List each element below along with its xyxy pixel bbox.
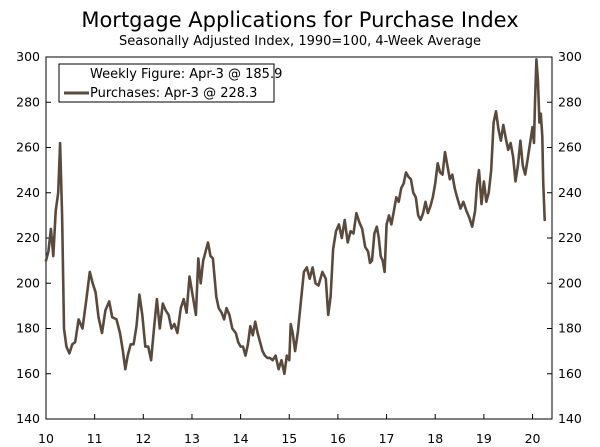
x-tick-label: 13 [184, 431, 200, 446]
y-tick-label-right: 260 [558, 140, 582, 155]
y-tick-label-right: 220 [558, 230, 582, 245]
y-tick-label-right: 160 [558, 366, 582, 381]
y-tick-label-right: 180 [558, 321, 582, 336]
legend-purchases-label: Purchases: Apr-3 @ 228.3 [90, 86, 257, 101]
x-tick-label: 10 [38, 431, 54, 446]
y-axis-left: 140 160 180 200 220 240 260 280 300 [16, 49, 51, 426]
plot-area-frame [45, 56, 553, 420]
y-tick-label-right: 280 [558, 94, 582, 109]
y-tick-label-right: 300 [558, 49, 582, 64]
y-tick-label-right: 200 [558, 275, 582, 290]
series-line-purchases [44, 58, 546, 376]
y-tick-label-left: 240 [16, 185, 40, 200]
x-tick-label: 19 [476, 431, 492, 446]
legend-weekly-label: Weekly Figure: Apr-3 @ 185.9 [90, 67, 282, 82]
y-tick-label-left: 220 [16, 230, 40, 245]
legend: Weekly Figure: Apr-3 @ 185.9 Purchases: … [58, 63, 282, 103]
chart-title: Mortgage Applications for Purchase Index [81, 8, 518, 32]
x-tick-label: 18 [427, 431, 443, 446]
y-tick-label-left: 160 [16, 366, 40, 381]
y-axis-right: 140 160 180 200 220 240 260 280 300 [547, 49, 582, 426]
x-tick-label: 14 [233, 431, 249, 446]
x-tick-label: 11 [87, 431, 103, 446]
y-tick-label-left: 200 [16, 275, 40, 290]
y-tick-label-right: 140 [558, 411, 582, 426]
y-tick-label-left: 260 [16, 140, 40, 155]
x-tick-label: 17 [379, 431, 395, 446]
x-tick-label: 16 [330, 431, 346, 446]
y-tick-label-left: 180 [16, 321, 40, 336]
x-tick-label: 12 [135, 431, 151, 446]
x-tick-label: 15 [281, 431, 297, 446]
y-tick-label-left: 140 [16, 411, 40, 426]
y-tick-label-left: 280 [16, 94, 40, 109]
x-axis: 10 11 12 13 14 15 16 17 18 19 20 [38, 414, 541, 446]
chart-subtitle: Seasonally Adjusted Index, 1990=100, 4-W… [119, 34, 481, 49]
y-tick-label-right: 240 [558, 185, 582, 200]
y-tick-label-left: 300 [16, 49, 40, 64]
x-tick-label: 20 [525, 431, 541, 446]
legend-box [58, 63, 275, 103]
